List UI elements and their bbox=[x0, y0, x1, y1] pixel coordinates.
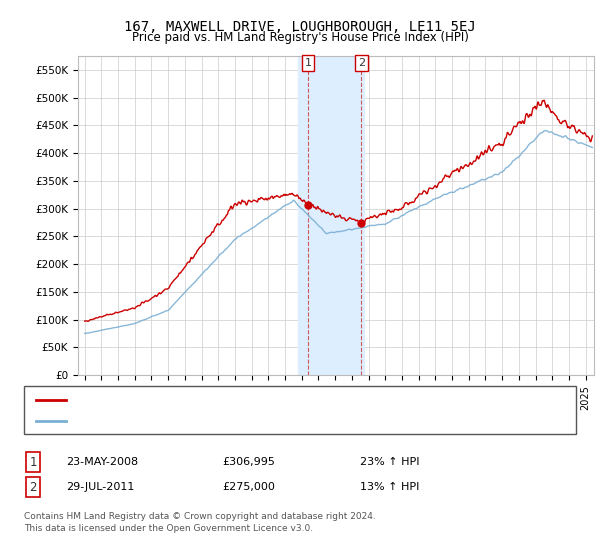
Text: 167, MAXWELL DRIVE, LOUGHBOROUGH, LE11 5EJ: 167, MAXWELL DRIVE, LOUGHBOROUGH, LE11 5… bbox=[124, 20, 476, 34]
Text: Price paid vs. HM Land Registry's House Price Index (HPI): Price paid vs. HM Land Registry's House … bbox=[131, 31, 469, 44]
Text: £306,995: £306,995 bbox=[222, 457, 275, 467]
Text: 23% ↑ HPI: 23% ↑ HPI bbox=[360, 457, 419, 467]
Text: 1: 1 bbox=[29, 455, 37, 469]
Text: 29-JUL-2011: 29-JUL-2011 bbox=[66, 482, 134, 492]
Text: £275,000: £275,000 bbox=[222, 482, 275, 492]
Text: 2: 2 bbox=[29, 480, 37, 494]
Text: 1: 1 bbox=[305, 58, 311, 68]
Text: Contains HM Land Registry data © Crown copyright and database right 2024.
This d: Contains HM Land Registry data © Crown c… bbox=[24, 512, 376, 533]
Text: 2: 2 bbox=[358, 58, 365, 68]
Text: 23-MAY-2008: 23-MAY-2008 bbox=[66, 457, 138, 467]
Text: HPI: Average price, detached house, Charnwood: HPI: Average price, detached house, Char… bbox=[72, 416, 324, 426]
Text: 13% ↑ HPI: 13% ↑ HPI bbox=[360, 482, 419, 492]
Text: 167, MAXWELL DRIVE, LOUGHBOROUGH, LE11 5EJ (detached house): 167, MAXWELL DRIVE, LOUGHBOROUGH, LE11 5… bbox=[72, 395, 429, 405]
Bar bbox=[298, 56, 364, 375]
